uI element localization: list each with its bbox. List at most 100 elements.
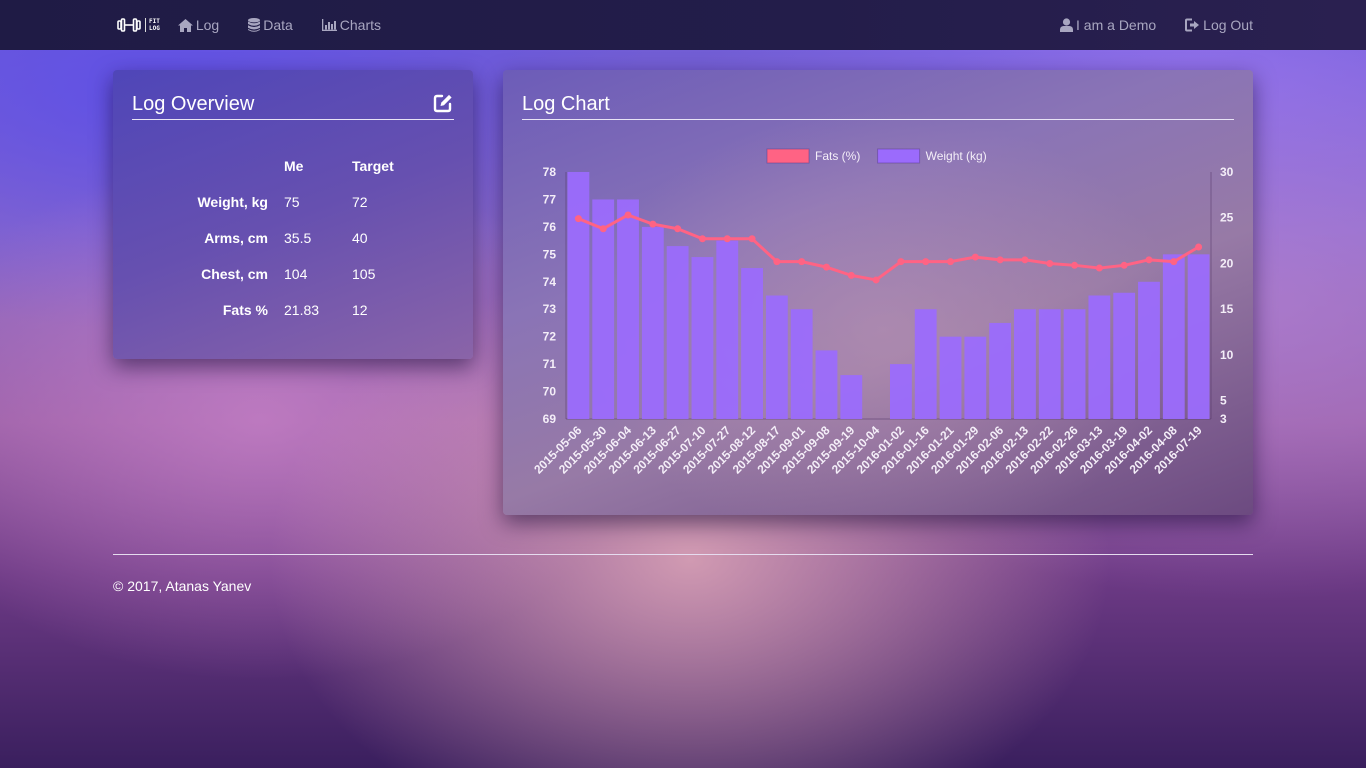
fats-point[interactable] bbox=[897, 258, 905, 266]
right-axis-tick: 10 bbox=[1220, 348, 1234, 362]
weight-bar[interactable] bbox=[815, 350, 838, 419]
weight-bar[interactable] bbox=[567, 172, 590, 419]
left-axis-tick: 70 bbox=[543, 385, 557, 399]
weight-bar[interactable] bbox=[840, 375, 863, 419]
value-target-weight: 72 bbox=[352, 194, 368, 210]
nav-link-log-label: Log bbox=[195, 17, 220, 33]
row-label-weight: Weight, kg bbox=[197, 194, 268, 210]
weight-bar[interactable] bbox=[914, 309, 937, 419]
nav-link-charts[interactable]: Charts bbox=[321, 17, 381, 33]
weight-bar[interactable] bbox=[989, 322, 1012, 419]
weight-bar[interactable] bbox=[1113, 292, 1136, 419]
right-axis-tick: 15 bbox=[1220, 302, 1234, 316]
brand-text: FIT LOG bbox=[145, 18, 160, 32]
log-overview-title: Log Overview bbox=[132, 93, 255, 115]
nav-link-data-label: Data bbox=[263, 17, 293, 33]
fats-point[interactable] bbox=[872, 276, 880, 284]
fats-point[interactable] bbox=[1046, 259, 1054, 267]
weight-bar[interactable] bbox=[1063, 309, 1086, 419]
weight-bar[interactable] bbox=[641, 226, 664, 419]
weight-bar[interactable] bbox=[765, 295, 788, 420]
right-axis-tick: 30 bbox=[1220, 165, 1234, 179]
brand-logo[interactable]: FIT LOG bbox=[117, 18, 160, 32]
fats-point[interactable] bbox=[1170, 258, 1178, 266]
database-icon bbox=[248, 18, 261, 32]
weight-bar[interactable] bbox=[716, 240, 739, 419]
row-label-arms: Arms, cm bbox=[204, 230, 268, 246]
legend-item-fats[interactable]: Fats (%) bbox=[766, 148, 860, 164]
edit-icon[interactable] bbox=[432, 92, 454, 114]
fats-point[interactable] bbox=[674, 225, 682, 233]
weight-bar[interactable] bbox=[1014, 309, 1036, 419]
weight-bar[interactable] bbox=[1038, 309, 1061, 419]
fats-point[interactable] bbox=[599, 225, 607, 233]
fats-line bbox=[577, 213, 1200, 282]
footer-copyright: © 2017, Atanas Yanev bbox=[113, 578, 252, 594]
weight-bar[interactable] bbox=[939, 336, 962, 419]
fats-point[interactable] bbox=[922, 258, 930, 266]
fats-point[interactable] bbox=[1021, 256, 1029, 264]
weight-bar[interactable] bbox=[666, 246, 689, 419]
table-row: Weight, kg 75 72 bbox=[132, 184, 394, 220]
fats-point[interactable] bbox=[698, 235, 706, 243]
legend-label: Fats (%) bbox=[815, 149, 860, 163]
fats-point[interactable] bbox=[1120, 261, 1128, 269]
fats-point[interactable] bbox=[971, 253, 979, 261]
fats-point[interactable] bbox=[1195, 243, 1203, 251]
weight-bar[interactable] bbox=[1187, 254, 1210, 419]
weight-bar[interactable] bbox=[889, 364, 912, 419]
table-row: Arms, cm 35.5 40 bbox=[132, 220, 394, 256]
left-axis-tick: 72 bbox=[543, 330, 557, 344]
fats-point[interactable] bbox=[574, 215, 582, 223]
fats-point[interactable] bbox=[798, 258, 806, 266]
legend-item-weight[interactable]: Weight (kg) bbox=[877, 148, 987, 164]
overview-header-row: Me Target bbox=[132, 148, 394, 184]
row-label-chest: Chest, cm bbox=[201, 266, 268, 282]
weight-bar[interactable] bbox=[592, 199, 615, 419]
fats-point[interactable] bbox=[996, 256, 1004, 264]
fats-point[interactable] bbox=[723, 235, 731, 243]
value-target-fats: 12 bbox=[352, 302, 368, 318]
left-axis-tick: 77 bbox=[543, 192, 557, 206]
log-chart-panel: Log Chart 69 70 71 72 73 74 75 76 77 78 3 5 10 15 20 25… bbox=[503, 70, 1253, 515]
nav-link-data[interactable]: Data bbox=[248, 17, 293, 33]
fats-point[interactable] bbox=[847, 271, 855, 279]
fats-point[interactable] bbox=[947, 258, 955, 266]
fats-point[interactable] bbox=[1095, 264, 1103, 272]
nav-link-user[interactable]: I am a Demo bbox=[1060, 17, 1156, 33]
nav-link-logout[interactable]: Log Out bbox=[1185, 17, 1253, 33]
fats-point[interactable] bbox=[822, 263, 830, 271]
log-chart-divider bbox=[522, 119, 1234, 120]
fats-point[interactable] bbox=[773, 258, 781, 266]
log-overview-divider bbox=[132, 119, 454, 120]
legend-label: Weight (kg) bbox=[926, 149, 987, 163]
overview-header-blank bbox=[132, 148, 268, 184]
value-me-chest: 104 bbox=[284, 266, 308, 282]
weight-bar[interactable] bbox=[1138, 281, 1160, 419]
weight-bar[interactable] bbox=[1088, 295, 1111, 420]
log-chart[interactable]: 697071727374757677783510152025302015-05-… bbox=[503, 70, 1253, 515]
fats-point[interactable] bbox=[649, 220, 657, 228]
brand-line2: LOG bbox=[149, 25, 160, 32]
table-row: Chest, cm 104 105 bbox=[132, 256, 394, 292]
weight-bar[interactable] bbox=[691, 257, 714, 419]
nav-link-logout-label: Log Out bbox=[1203, 17, 1253, 33]
user-icon bbox=[1060, 18, 1074, 32]
legend-swatch-fats bbox=[766, 148, 810, 164]
nav-link-log[interactable]: Log bbox=[177, 17, 220, 33]
value-me-fats: 21.83 bbox=[284, 302, 320, 318]
fats-point[interactable] bbox=[1071, 261, 1079, 269]
weight-bar[interactable] bbox=[617, 199, 639, 419]
footer-divider bbox=[113, 554, 1253, 555]
weight-bar[interactable] bbox=[1162, 254, 1185, 419]
fats-point[interactable] bbox=[1145, 256, 1153, 264]
weight-bar[interactable] bbox=[741, 268, 763, 419]
navbar-right: I am a Demo Log Out bbox=[1031, 17, 1253, 33]
bar-chart-icon bbox=[321, 19, 337, 31]
legend-swatch-weight bbox=[877, 148, 921, 164]
fats-point[interactable] bbox=[748, 235, 756, 243]
navbar: FIT LOG Log Data Charts I am a Demo Log … bbox=[0, 0, 1366, 50]
fats-point[interactable] bbox=[624, 211, 632, 219]
weight-bar[interactable] bbox=[964, 336, 987, 419]
weight-bar[interactable] bbox=[790, 309, 813, 419]
